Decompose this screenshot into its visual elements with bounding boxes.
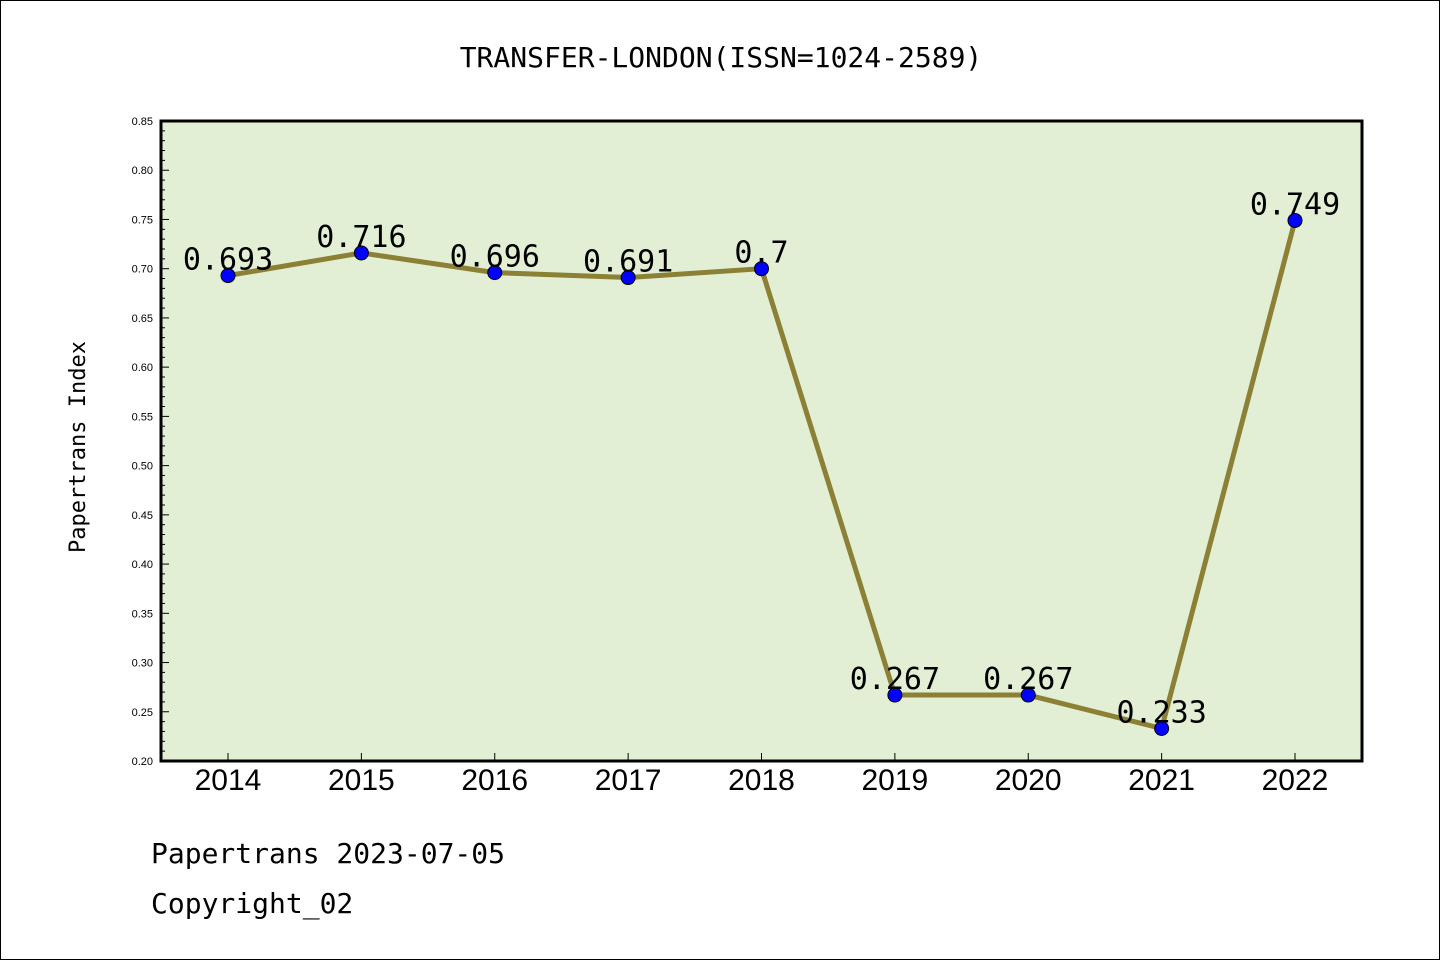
y-tick-label: 0.60	[132, 362, 153, 374]
data-point	[1287, 212, 1303, 228]
data-label: 0.696	[450, 240, 540, 275]
data-point	[353, 245, 369, 261]
data-point	[220, 268, 236, 284]
y-tick-label: 0.25	[132, 707, 153, 719]
data-label: 0.7	[734, 236, 788, 271]
x-tick-label: 2021	[1128, 764, 1195, 797]
y-tick-label: 0.50	[132, 461, 153, 473]
footer-date: Papertrans 2023-07-05	[151, 837, 506, 870]
chart-title: TRANSFER-LONDON(ISSN=1024-2589)	[460, 41, 983, 74]
x-tick-label: 2017	[595, 764, 662, 797]
y-tick-label: 0.80	[132, 165, 153, 177]
y-tick-label: 0.30	[132, 658, 153, 670]
x-axis: 2014 2015 2016 2017 2018 2019 2020 2021 2022	[195, 753, 1329, 797]
x-tick-label: 2016	[461, 764, 528, 797]
y-tick-label: 0.70	[132, 264, 153, 276]
data-point	[754, 261, 769, 277]
data-label: 0.749	[1250, 187, 1340, 222]
data-label: 0.267	[983, 662, 1073, 697]
y-tick-label: 0.40	[132, 559, 153, 571]
y-tick-label: 0.75	[132, 214, 153, 226]
x-tick-label: 2018	[728, 764, 795, 797]
data-label: 0.716	[316, 220, 406, 255]
data-point	[1020, 687, 1036, 703]
y-tick-label: 0.85	[132, 116, 153, 128]
plot-border	[159, 119, 1364, 763]
data-point	[887, 687, 903, 703]
y-axis: 0.20 0.25 0.30 0.35 0.40 0.45 0.50 0.55 0.60 0.65…	[132, 116, 169, 768]
data-label: 0.233	[1116, 696, 1206, 731]
x-tick-label: 2022	[1262, 764, 1329, 797]
data-point	[1154, 721, 1170, 737]
y-tick-label: 0.35	[132, 608, 153, 620]
data-label: 0.693	[183, 243, 273, 278]
data-label: 0.691	[583, 245, 673, 280]
x-tick-label: 2015	[328, 764, 395, 797]
data-label: 0.267	[850, 662, 940, 697]
footer-copyright: Copyright_02	[151, 887, 354, 920]
y-axis-label: Papertrans Index	[66, 341, 91, 553]
x-tick-label: 2014	[195, 764, 262, 797]
y-tick-label: 0.45	[132, 510, 153, 522]
x-tick-label: 2019	[862, 764, 929, 797]
plot-area	[161, 121, 1362, 761]
y-tick-label: 0.65	[132, 313, 153, 325]
y-tick-label: 0.20	[132, 756, 153, 768]
x-tick-label: 2020	[995, 764, 1062, 797]
data-point	[620, 270, 636, 286]
data-point	[487, 265, 503, 281]
series-papertrans-index: 0.693 0.716 0.696 0.691 0.7 0.267 0.267 0.233 0.…	[183, 187, 1340, 737]
y-tick-label: 0.55	[132, 411, 153, 423]
